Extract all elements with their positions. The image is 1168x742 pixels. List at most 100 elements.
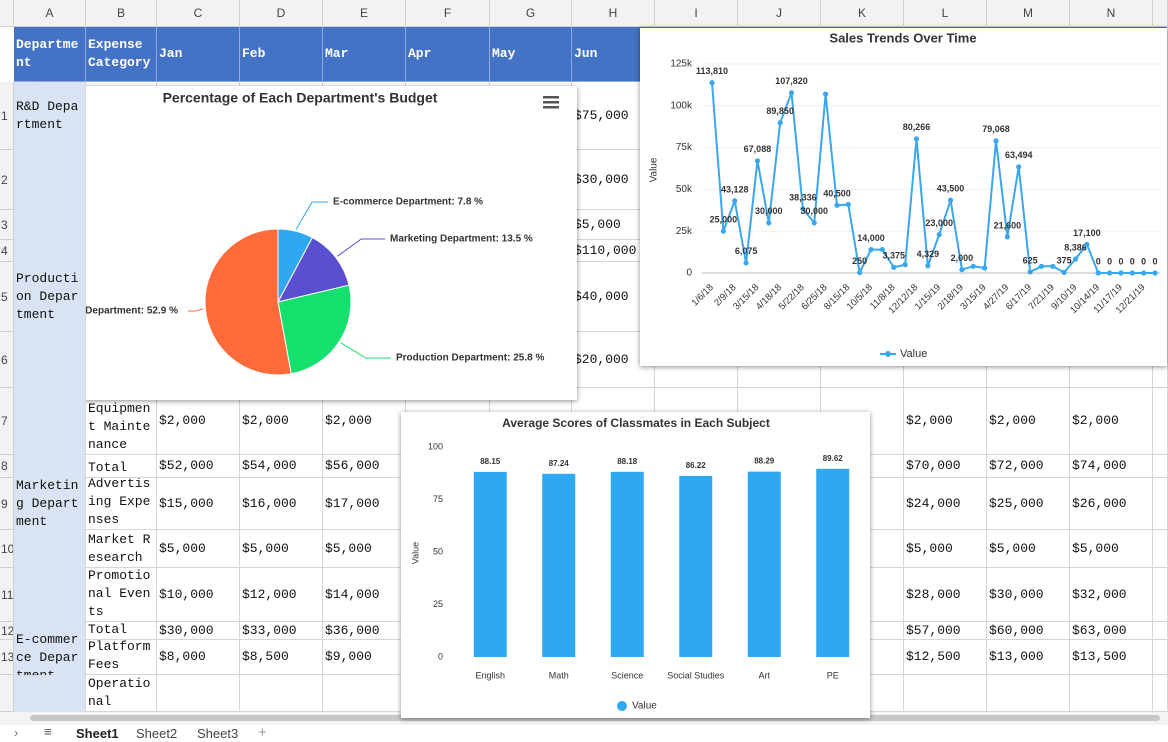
y-tick-label: 0 [438,651,443,661]
cell: E-commerce Department [14,632,86,683]
column-header: B [86,0,157,27]
cell: Total [86,622,157,640]
cell: $14,000 [323,568,406,622]
cell [1153,455,1168,478]
cell-text: $5,000 [574,216,621,232]
cell-text: Total [88,460,128,475]
column-header: I [655,0,738,27]
y-tick-label: 100k [670,100,693,111]
cell: $33,000 [240,622,323,640]
sheet-tab[interactable]: Sheet3 [197,726,239,741]
header-cell: Apr [406,27,490,82]
cell-text: $2,000 [906,413,953,428]
bar [816,468,850,657]
y-tick-label: 25 [433,599,443,609]
cell-text: $25,000 [989,495,1044,511]
cell [14,332,86,388]
row-header: 12 [0,622,14,640]
cell-text: $30,000 [159,622,214,638]
cell-text: $56,000 [325,458,380,473]
cell-text: Mar [325,46,349,61]
row-header: 5 [0,262,14,332]
data-label: 21,600 [994,220,1022,230]
cell-text: 3 [1,217,8,232]
data-label: 2,000 [951,253,974,263]
menu-icon[interactable]: ≡ [44,724,52,739]
cell-text: $5,000 [1072,540,1119,556]
cell-text: $14,000 [325,586,380,602]
cell [1153,622,1168,640]
bar [747,471,781,657]
cell: $74,000 [1070,455,1153,478]
cell: $63,000 [1070,622,1153,640]
cell-text: $60,000 [989,622,1044,638]
data-label: 38,336 [789,192,817,202]
pie-slice [277,236,350,303]
data-point [1129,270,1135,276]
data-label: 107,820 [775,76,808,86]
cell-text: $2,000 [1072,413,1119,428]
column-header: L [904,0,987,27]
cell-text: C [193,6,203,20]
column-header: F [406,0,490,27]
sheet-tab[interactable]: Sheet2 [136,726,178,741]
cell-text: $5,000 [906,540,953,556]
cell [157,675,240,712]
data-point [834,202,840,208]
cell: $24,000 [904,478,987,530]
y-tick-label: 125k [670,59,693,70]
sheet-tab[interactable]: Sheet1 [76,726,119,741]
legend-label: Value [900,348,927,360]
cell-text: 1 [1,108,8,123]
data-point [993,138,999,144]
cell-text: H [608,6,618,20]
cell: $56,000 [323,455,406,478]
cell-text: $32,000 [1072,586,1127,602]
nav-arrow[interactable]: › [14,725,19,740]
cell-text: 12 [1,623,14,638]
column-header: E [323,0,406,27]
header-cell: Jan [157,27,240,82]
cell-text: $9,000 [325,649,372,664]
cell-text: Equipment Maintenance [88,401,151,452]
data-label: 30,000 [755,206,783,216]
data-point [1118,270,1124,276]
column-header: N [1070,0,1153,27]
cell-text: 10 [1,541,14,556]
cell-text: Apr [408,46,432,61]
row-header [0,675,14,712]
data-label: Marketing Department: 13.5 % [390,234,533,245]
cell [987,675,1070,712]
y-axis-title: Value [649,157,660,182]
scroll-thumb[interactable] [30,715,1160,721]
x-tick-label: Math [549,670,569,680]
data-point [800,206,806,212]
data-point [743,260,749,266]
leader-line [340,342,391,359]
data-label: R&D Department: 52.9 % [61,306,178,317]
cell: $2,000 [987,388,1070,455]
menu-icon[interactable] [543,96,559,109]
cell-text: Production Department [16,271,79,322]
cell [1070,675,1153,712]
cell [14,622,86,640]
add-sheet[interactable]: + [258,724,267,741]
cell [1153,675,1168,712]
cell: $5,000 [1070,530,1153,568]
cell-text: $33,000 [242,622,297,638]
cell: $54,000 [240,455,323,478]
data-point [982,265,988,271]
data-label: 0 [1153,256,1158,266]
data-label: 25,000 [710,215,738,225]
legend-label: Value [632,701,657,712]
cell-text: $15,000 [159,495,214,511]
data-point [891,264,897,270]
cell: $72,000 [987,455,1070,478]
cell-text: $2,000 [325,413,372,428]
cell-text: $17,000 [325,495,380,511]
data-label: 88.29 [754,457,775,466]
data-label: 43,500 [937,184,965,194]
cell: Market Research [86,530,157,568]
cell-text: 5 [1,289,8,304]
cell: Equipment Maintenance [86,388,157,455]
